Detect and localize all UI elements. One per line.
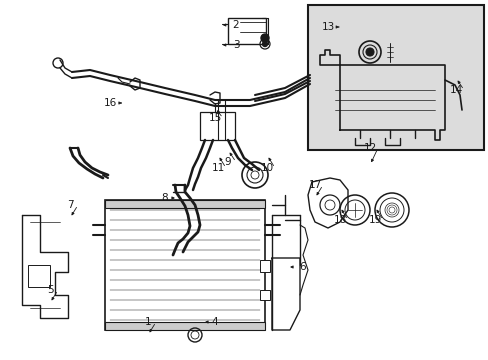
- Text: 19: 19: [367, 215, 381, 225]
- Bar: [260, 290, 269, 300]
- Text: 1: 1: [144, 317, 151, 327]
- Circle shape: [365, 48, 373, 56]
- Bar: [105, 200, 264, 208]
- Text: 13: 13: [321, 22, 334, 32]
- Text: 4: 4: [211, 317, 218, 327]
- Circle shape: [261, 34, 268, 42]
- Circle shape: [262, 41, 267, 46]
- Bar: [227, 18, 265, 44]
- Text: 10: 10: [260, 163, 273, 173]
- Text: 14: 14: [448, 85, 462, 95]
- Text: 15: 15: [208, 113, 221, 123]
- Bar: [28, 265, 50, 287]
- Text: 9: 9: [224, 157, 231, 167]
- Bar: [105, 322, 264, 330]
- Text: 16: 16: [103, 98, 116, 108]
- Text: 12: 12: [363, 143, 376, 153]
- Text: 3: 3: [232, 40, 239, 50]
- Text: 11: 11: [211, 163, 224, 173]
- Text: 7: 7: [66, 200, 73, 210]
- Bar: [105, 200, 264, 330]
- Text: 17: 17: [308, 180, 321, 190]
- Text: 18: 18: [333, 215, 346, 225]
- Bar: [200, 112, 235, 140]
- Text: 5: 5: [46, 285, 53, 295]
- Text: 2: 2: [232, 20, 239, 30]
- Bar: [260, 260, 269, 272]
- Text: 8: 8: [162, 193, 168, 203]
- Text: 6: 6: [299, 262, 305, 272]
- Bar: [307, 5, 483, 150]
